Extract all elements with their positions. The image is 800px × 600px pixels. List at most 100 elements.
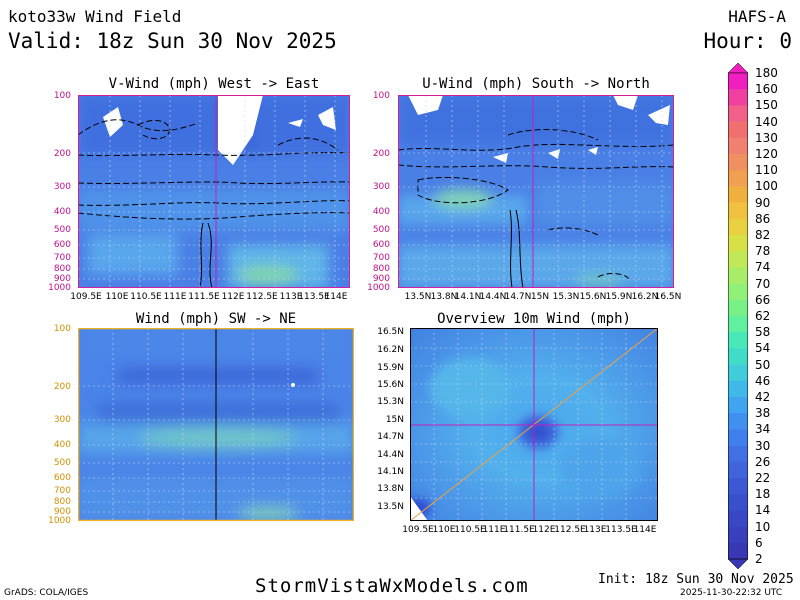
- colorbar-swatch: [728, 510, 748, 527]
- y-tick: 600: [53, 473, 71, 483]
- colorbar-swatch: [728, 478, 748, 495]
- panel-title-overview: Overview 10m Wind (mph): [437, 311, 631, 327]
- colorbar-label: 120: [755, 147, 778, 161]
- panel-title-wind-sw-ne: Wind (mph) SW -> NE: [135, 311, 297, 327]
- colorbar-label: 62: [755, 309, 771, 323]
- colorbar-swatch: [728, 299, 748, 317]
- colorbar-swatch: [728, 235, 748, 252]
- colorbar-swatch: [728, 364, 748, 382]
- x-tick: 111E: [163, 292, 187, 302]
- colorbar-swatch: [728, 542, 748, 560]
- colorbar-label: 50: [755, 357, 771, 372]
- uwind-cross-section: [398, 95, 674, 288]
- y-tick: 900: [372, 274, 390, 284]
- x-tick: 113.5E: [298, 292, 330, 302]
- colorbar-label: 180: [755, 66, 778, 80]
- y-tick: 300: [53, 182, 71, 192]
- y-tick: 1000: [48, 516, 71, 526]
- storm-title: koto33w Wind Field: [8, 7, 182, 26]
- x-tick: 109.5E: [70, 292, 102, 302]
- colorbar-label: 82: [755, 228, 771, 242]
- y-tick: 16.2N: [377, 345, 404, 355]
- x-tick: 111.5E: [188, 292, 220, 302]
- y-tick: 700: [53, 486, 71, 496]
- colorbar-label: 140: [755, 114, 778, 129]
- y-tick: 15.3N: [377, 397, 404, 407]
- y-tick: 14.1N: [377, 467, 404, 477]
- colorbar-swatch: [728, 251, 748, 268]
- y-tick: 15N: [385, 415, 404, 425]
- y-tick: 1000: [367, 283, 390, 293]
- colorbar-swatch: [728, 461, 748, 479]
- x-tick: 14.7N: [504, 292, 532, 302]
- y-tick: 16.5N: [377, 327, 404, 337]
- init-time: Init: 18z Sun 30 Nov 2025: [598, 572, 794, 587]
- colorbar-swatch: [728, 332, 748, 349]
- y-tick: 200: [53, 149, 71, 159]
- x-tick: 15.3N: [552, 292, 580, 302]
- colorbar-swatch: [728, 397, 748, 414]
- x-tick: 16.2N: [631, 292, 659, 302]
- colorbar-label: 14: [755, 503, 771, 518]
- colorbar-swatch: [728, 73, 748, 90]
- colorbar: [727, 62, 749, 570]
- x-tick: 110.5E: [454, 525, 486, 535]
- website-link[interactable]: StormVistaWxModels.com: [255, 575, 529, 597]
- y-tick: 900: [53, 274, 71, 284]
- colorbar-swatch: [728, 445, 748, 463]
- y-tick: 600: [372, 240, 390, 250]
- colorbar-label: 2: [755, 552, 763, 566]
- colorbar-label: 110: [755, 163, 778, 178]
- x-tick: 113E: [583, 525, 607, 535]
- x-tick: 111.5E: [503, 525, 535, 535]
- colorbar-swatch: [728, 429, 748, 446]
- valid-time: Valid: 18z Sun 30 Nov 2025: [8, 29, 337, 53]
- colorbar-swatch: [728, 526, 748, 544]
- y-tick: 800: [372, 264, 390, 274]
- colorbar-label: 10: [755, 519, 771, 534]
- colorbar-swatch: [728, 380, 748, 398]
- colorbar-label: 150: [755, 98, 778, 113]
- y-tick: 13.8N: [377, 484, 404, 494]
- colorbar-label: 78: [755, 244, 771, 259]
- y-tick: 800: [53, 497, 71, 507]
- wind-sw-ne-cross-section: [78, 328, 354, 521]
- colorbar-swatch: [728, 267, 748, 284]
- y-tick: 500: [53, 458, 71, 468]
- colorbar-scale: [727, 62, 749, 570]
- x-tick: 13.8N: [430, 292, 458, 302]
- colorbar-label: 160: [755, 82, 778, 97]
- colorbar-label: 90: [755, 195, 771, 210]
- colorbar-label: 22: [755, 471, 771, 485]
- colorbar-swatch: [728, 105, 748, 122]
- colorbar-label: 30: [755, 438, 771, 453]
- colorbar-label: 58: [755, 325, 771, 340]
- colorbar-swatch: [728, 170, 748, 187]
- y-tick: 14.7N: [377, 432, 404, 442]
- y-tick: 1000: [48, 283, 71, 293]
- y-tick: 600: [53, 240, 71, 250]
- colorbar-swatch: [728, 218, 748, 236]
- x-tick: 113.5E: [605, 525, 637, 535]
- colorbar-swatch: [728, 186, 748, 203]
- y-tick: 400: [53, 440, 71, 450]
- overview-10m-wind-map: [410, 328, 658, 521]
- colorbar-label: 86: [755, 211, 771, 226]
- y-tick: 200: [372, 149, 390, 159]
- colorbar-label: 66: [755, 292, 771, 307]
- forecast-hour: Hour: 0: [703, 29, 792, 53]
- y-tick: 100: [372, 91, 390, 101]
- x-tick: 114E: [324, 292, 348, 302]
- x-tick: 110.5E: [130, 292, 162, 302]
- x-tick: 112.5E: [246, 292, 278, 302]
- colorbar-swatch: [728, 283, 748, 301]
- y-tick: 100: [53, 324, 71, 334]
- y-tick: 300: [372, 182, 390, 192]
- grads-credit: GrADS: COLA/IGES: [4, 588, 89, 598]
- colorbar-label: 130: [755, 130, 778, 145]
- y-tick: 15.6N: [377, 380, 404, 390]
- y-tick: 400: [53, 207, 71, 217]
- x-tick: 110E: [105, 292, 129, 302]
- colorbar-label: 100: [755, 179, 778, 194]
- y-tick: 500: [372, 225, 390, 235]
